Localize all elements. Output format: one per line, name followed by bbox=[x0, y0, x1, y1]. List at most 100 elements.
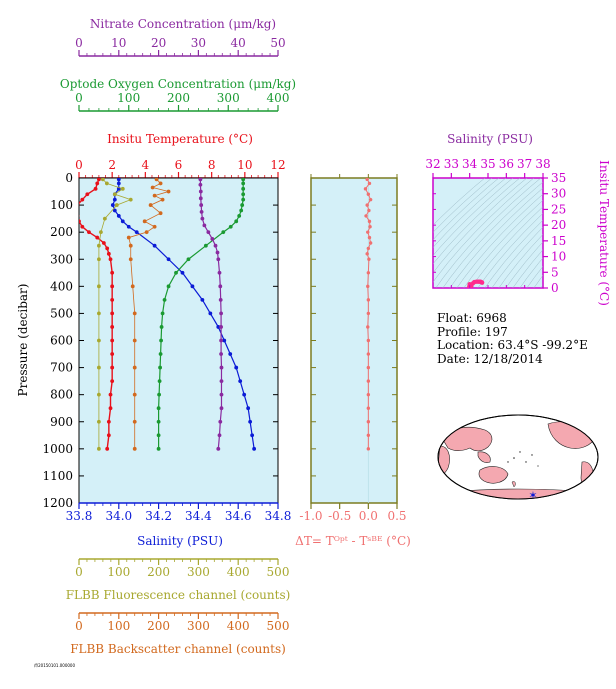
fluorescence-point bbox=[102, 216, 107, 221]
pressure-tick-label: 200 bbox=[50, 225, 73, 239]
oxygen-point bbox=[160, 311, 165, 316]
nitrate-point bbox=[198, 189, 203, 194]
fluorescence-axis-tick-label: 500 bbox=[267, 565, 290, 579]
nitrate-axis-tick-label: 40 bbox=[231, 36, 246, 50]
profile-series bbox=[79, 178, 257, 451]
nitrate-point bbox=[219, 325, 223, 329]
footer-code: /f/20150101.000000 bbox=[34, 663, 76, 668]
delta-t-point bbox=[366, 284, 370, 289]
backscatter-point bbox=[132, 311, 137, 316]
backscatter-point bbox=[166, 189, 171, 194]
delta-t-point bbox=[368, 225, 372, 229]
salinity-point bbox=[152, 243, 157, 248]
fluorescence-point bbox=[97, 446, 101, 451]
temperature-point bbox=[108, 392, 113, 397]
backscatter-point bbox=[132, 392, 137, 397]
fluorescence-axis: 0 100 200 300 400 500 bbox=[75, 558, 290, 579]
delta-t-point bbox=[368, 241, 373, 245]
delta-t-point bbox=[367, 235, 372, 240]
temperature-point bbox=[110, 311, 115, 316]
ts-ylabel: Insitu Temperature (°C) bbox=[597, 160, 611, 306]
delta-t-tick-label: 0.5 bbox=[387, 509, 406, 523]
nitrate-point bbox=[199, 209, 204, 214]
backscatter-axis-tick-label: 300 bbox=[187, 619, 210, 633]
backscatter-axis-tick-label: 500 bbox=[267, 619, 290, 633]
temperature-line bbox=[79, 179, 113, 449]
backscatter-point bbox=[132, 446, 137, 451]
oxygen-point bbox=[228, 224, 233, 229]
temperature-point bbox=[101, 241, 106, 245]
backscatter-point bbox=[126, 235, 131, 240]
fluorescence-axis-tick-label: 200 bbox=[147, 565, 170, 579]
delta-t-point bbox=[366, 447, 371, 451]
land-asia bbox=[441, 426, 493, 452]
salinity-point bbox=[252, 446, 257, 451]
salinity-point bbox=[228, 352, 233, 356]
oxygen-axis-tick-label: 0 bbox=[75, 91, 83, 105]
oxygen-point bbox=[156, 406, 161, 411]
nitrate-point bbox=[218, 419, 223, 424]
fluorescence-axis-tick-label: 400 bbox=[227, 565, 250, 579]
nitrate-point bbox=[216, 446, 221, 451]
salinity-point bbox=[234, 365, 239, 370]
salinity-point bbox=[116, 214, 121, 218]
delta-t-point bbox=[364, 214, 368, 218]
temperature-axis-label: Insitu Temperature (°C) bbox=[107, 132, 253, 146]
pressure-tick-label: 1100 bbox=[42, 469, 73, 483]
temperature-point bbox=[110, 325, 115, 329]
salinity-point bbox=[250, 433, 255, 438]
oxygen-point bbox=[241, 192, 246, 197]
float-location-marker: ✶ bbox=[528, 489, 537, 502]
temperature-point bbox=[80, 224, 85, 229]
nitrate-point bbox=[199, 203, 204, 207]
temperature-point bbox=[106, 251, 111, 256]
pressure-tick-label: 300 bbox=[50, 252, 73, 266]
nitrate-axis: 0 10 20 30 40 50 bbox=[75, 36, 286, 57]
pressure-tick-label: 1000 bbox=[42, 442, 73, 456]
salinity-point bbox=[242, 392, 247, 397]
salinity-point bbox=[216, 325, 221, 329]
delta-t-point bbox=[367, 181, 372, 186]
backscatter-point bbox=[142, 219, 147, 224]
pressure-tick-label: 800 bbox=[50, 388, 73, 402]
temperature-point bbox=[105, 246, 110, 251]
ts-points bbox=[466, 279, 485, 288]
nitrate-point bbox=[219, 379, 224, 384]
backscatter-point bbox=[132, 419, 137, 424]
ts-y-tick-label: 0 bbox=[551, 281, 559, 295]
nitrate-axis-tick-label: 20 bbox=[151, 36, 166, 50]
oxygen-point bbox=[240, 203, 245, 207]
backscatter-point bbox=[152, 193, 157, 198]
nitrate-point bbox=[198, 182, 203, 187]
delta-t-point bbox=[367, 257, 371, 261]
backscatter-point bbox=[128, 257, 133, 262]
nitrate-point bbox=[219, 311, 223, 316]
salinity-point bbox=[116, 181, 121, 186]
fluorescence-point bbox=[97, 392, 101, 397]
oxygen-point bbox=[162, 297, 167, 302]
nitrate-axis-tick-label: 50 bbox=[270, 36, 285, 50]
nitrate-point bbox=[219, 365, 224, 370]
fluorescence-point bbox=[97, 257, 101, 262]
oxygen-point bbox=[174, 270, 178, 275]
nitrate-point bbox=[216, 257, 221, 262]
temperature-axis-tick-label: 8 bbox=[208, 158, 216, 172]
nitrate-axis-tick-label: 30 bbox=[191, 36, 206, 50]
delta-t-point bbox=[365, 252, 369, 256]
pressure-tick-label: 0 bbox=[65, 171, 73, 185]
temperature-point bbox=[85, 192, 90, 197]
delta-t-tick-label: -0.5 bbox=[328, 509, 351, 523]
backscatter-point bbox=[148, 203, 153, 207]
temperature-point bbox=[79, 214, 80, 217]
ts-y-tick-label: 20 bbox=[551, 218, 566, 232]
oxygen-point bbox=[159, 325, 164, 329]
land-southeast-asia bbox=[477, 451, 491, 463]
nitrate-point bbox=[210, 237, 215, 241]
oxygen-axis-tick-label: 400 bbox=[267, 91, 290, 105]
backscatter-point bbox=[158, 181, 163, 186]
ts-x-tick-label: 35 bbox=[480, 157, 495, 171]
delta-t-point bbox=[366, 379, 371, 383]
nitrate-point bbox=[219, 406, 224, 411]
temperature-point bbox=[79, 204, 80, 207]
nitrate-point bbox=[215, 250, 220, 255]
